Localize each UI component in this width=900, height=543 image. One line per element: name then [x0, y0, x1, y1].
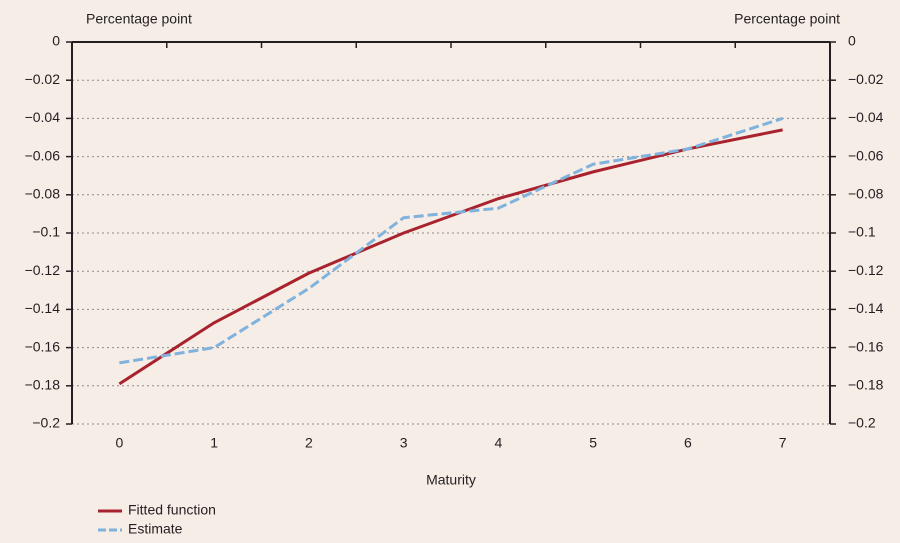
y-tick-label: 0 [52, 33, 60, 49]
x-tick-label: 1 [210, 435, 218, 451]
x-tick-label: 4 [494, 435, 502, 451]
y-tick-label: −0.14 [25, 300, 61, 316]
y-tick-label: −0.12 [25, 262, 61, 278]
y2-tick-label: −0.14 [848, 300, 884, 316]
y-tick-label: −0.04 [25, 109, 61, 125]
x-tick-label: 3 [400, 435, 408, 451]
legend-label: Estimate [128, 521, 183, 537]
y-tick-label: −0.08 [25, 186, 61, 202]
y2-tick-label: −0.1 [848, 224, 876, 240]
x-axis-title: Maturity [426, 472, 476, 488]
legend-label: Fitted function [128, 502, 216, 518]
y2-tick-label: −0.16 [848, 338, 884, 354]
y2-tick-label: −0.12 [848, 262, 884, 278]
x-tick-label: 2 [305, 435, 313, 451]
y-axis-title: Percentage point [86, 11, 192, 27]
y2-tick-label: −0.2 [848, 415, 876, 431]
y2-tick-label: −0.08 [848, 186, 884, 202]
y-tick-label: −0.06 [25, 147, 61, 163]
y2-tick-label: −0.02 [848, 71, 884, 87]
y2-axis-title: Percentage point [734, 11, 840, 27]
y2-tick-label: −0.18 [848, 377, 884, 393]
y-tick-label: −0.02 [25, 71, 61, 87]
y-tick-label: −0.18 [25, 377, 61, 393]
x-tick-label: 5 [589, 435, 597, 451]
y2-tick-label: 0 [848, 33, 856, 49]
y-tick-label: −0.2 [32, 415, 60, 431]
y-tick-label: −0.1 [32, 224, 60, 240]
x-tick-label: 0 [115, 435, 123, 451]
x-tick-label: 7 [779, 435, 787, 451]
series-line [119, 116, 784, 365]
x-tick-label: 6 [684, 435, 692, 451]
y2-tick-label: −0.06 [848, 147, 884, 163]
y-tick-label: −0.16 [25, 338, 61, 354]
y2-tick-label: −0.04 [848, 109, 884, 125]
